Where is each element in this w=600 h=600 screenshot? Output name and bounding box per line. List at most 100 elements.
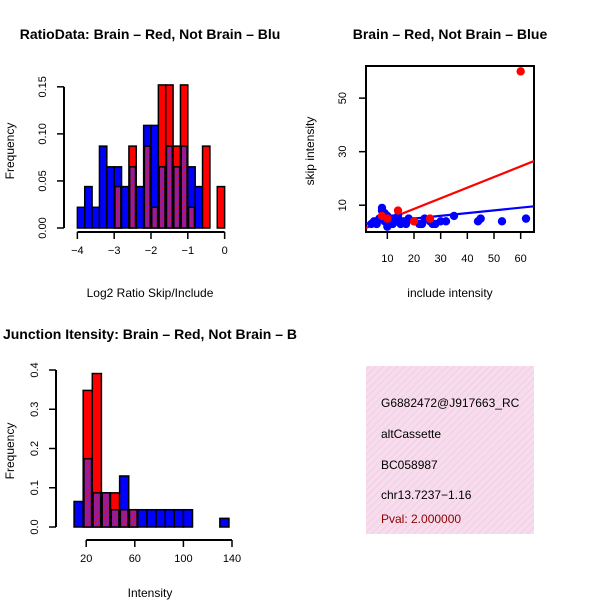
intensity-bar-notbrain — [73, 500, 84, 528]
info-pval: Pval: 2.000000 — [381, 512, 461, 526]
scatter-point-notbrain — [441, 217, 451, 226]
intensity-x-tick-label: 140 — [223, 553, 241, 565]
scatter-x-tick-label: 50 — [488, 253, 500, 265]
intensity-scatter-xlabel: include intensity — [407, 286, 492, 300]
ratio-bar-overlap — [151, 206, 159, 229]
intensity-bar-notbrain — [219, 517, 230, 528]
ratio-bar-notbrain — [106, 166, 115, 229]
ratio-bar-notbrain — [76, 206, 86, 229]
ratio-histogram-axes: −4 −3 −2 −1 0 0.00 0.05 0.10 0.15 — [37, 76, 228, 257]
intensity-bar-overlap — [128, 508, 138, 528]
ratio-bar-overlap — [143, 145, 152, 229]
info-accession: BC058987 — [381, 458, 438, 472]
ratio-y-tick-label: 0.15 — [37, 76, 49, 97]
intensity-scatter-ylabel: skip intensity — [303, 117, 317, 186]
ratio-bar-overlap — [158, 166, 166, 229]
intensity-bar-overlap — [83, 457, 93, 528]
intensity-histogram-title: Junction Itensity: Brain – Red, Not Brai… — [3, 326, 297, 342]
ratio-bar-notbrain — [135, 185, 145, 229]
intensity-y-tick-label: 0.0 — [29, 519, 41, 534]
intensity-histogram-axes: 20 60 100 140 0.0 0.1 0.2 0.3 0.4 — [29, 362, 241, 565]
ratio-histogram-bars — [76, 84, 226, 229]
intensity-bar-notbrain — [146, 508, 157, 528]
intensity-scatter-title: Brain – Red, Not Brain – Blue — [353, 26, 548, 42]
intensity-histogram-bars — [73, 372, 230, 528]
ratio-bar-notbrain — [194, 185, 204, 229]
intensity-bar-overlap — [101, 492, 111, 528]
ratio-x-tick-label: −3 — [108, 245, 121, 257]
ratio-x-tick-label: −2 — [145, 245, 158, 257]
intensity-y-tick-label: 0.2 — [29, 441, 41, 456]
info-location: chr13.7237−1.16 — [381, 488, 472, 502]
ratio-bar-notbrain — [83, 185, 93, 229]
scatter-point-notbrain — [521, 214, 531, 223]
intensity-histogram-panel: Junction Itensity: Brain – Red, Not Brai… — [3, 326, 297, 600]
intensity-y-tick-label: 0.3 — [29, 402, 41, 417]
intensity-bar-overlap — [119, 508, 129, 528]
info-box — [366, 366, 534, 534]
ratio-bar-overlap — [187, 206, 196, 229]
info-panel: G6882472@J917663_RC altCassette BC058987… — [366, 366, 534, 534]
ratio-histogram-title: RatioData: Brain – Red, Not Brain – Blu — [20, 26, 281, 42]
ratio-bar-overlap — [114, 185, 122, 229]
intensity-bar-notbrain — [137, 508, 148, 528]
scatter-point-brain — [516, 67, 525, 76]
scatter-point-notbrain — [401, 219, 411, 229]
intensity-y-tick-label: 0.4 — [29, 362, 41, 377]
info-text-clip: G6882472@J917663_RC altCassette BC058987… — [381, 396, 520, 526]
scatter-x-tick-label: 10 — [381, 253, 393, 265]
scatter-point-notbrain — [476, 214, 485, 223]
scatter-point-notbrain — [417, 219, 427, 229]
intensity-bar-overlap — [92, 492, 102, 528]
ratio-y-tick-label: 0.05 — [37, 170, 49, 191]
intensity-x-tick-label: 100 — [174, 553, 192, 565]
scatter-y-tick-label: 10 — [337, 199, 349, 211]
ratio-bar-notbrain — [120, 185, 130, 229]
ratio-bar-overlap — [173, 166, 181, 229]
ratio-bar-overlap — [180, 145, 188, 229]
ratio-x-tick-label: −4 — [71, 245, 84, 257]
scatter-x-tick-label: 20 — [408, 253, 420, 265]
scatter-point-brain — [383, 214, 392, 223]
scatter-y-tick-label: 30 — [337, 146, 349, 158]
intensity-histogram-ylabel: Frequency — [3, 423, 17, 480]
scatter-point-notbrain — [388, 219, 397, 229]
intensity-histogram-xlabel: Intensity — [128, 586, 173, 600]
scatter-y-tick-label: 50 — [337, 92, 349, 104]
intensity-bar-notbrain — [155, 508, 166, 528]
info-type: altCassette — [381, 427, 441, 441]
info-id: G6882472@J917663_RC — [381, 396, 520, 410]
ratio-y-tick-label: 0.10 — [37, 123, 49, 144]
intensity-bar-overlap — [110, 508, 120, 528]
scatter-axes: 10 20 30 40 50 60 10 30 50 — [337, 92, 527, 265]
ratio-bar-brain — [216, 185, 226, 229]
scatter-x-tick-label: 30 — [435, 253, 447, 265]
ratio-bar-notbrain — [98, 145, 108, 229]
scatter-point-brain — [409, 217, 419, 226]
scatter-plot-box — [365, 65, 535, 233]
ratio-bar-overlap — [128, 166, 137, 229]
scatter-point-brain — [425, 214, 435, 223]
scatter-point-notbrain — [449, 211, 459, 221]
ratio-bar-brain — [201, 145, 211, 229]
scatter-point-brain — [393, 206, 403, 215]
ratio-x-tick-label: 0 — [222, 245, 228, 257]
intensity-bar-notbrain — [182, 508, 194, 528]
intensity-scatter-panel: Brain – Red, Not Brain – Blue 10 20 30 40 50… — [303, 26, 547, 300]
ratio-bar-notbrain — [91, 206, 101, 229]
scatter-point-notbrain — [497, 217, 507, 226]
ratio-bar-overlap — [165, 145, 174, 229]
ratio-histogram-panel: RatioData: Brain – Red, Not Brain – Blu … — [3, 26, 280, 300]
scatter-points — [367, 67, 531, 231]
intensity-y-tick-label: 0.1 — [29, 480, 41, 495]
intensity-x-tick-label: 60 — [129, 553, 141, 565]
scatter-x-tick-label: 60 — [515, 253, 527, 265]
ratio-x-tick-label: −1 — [182, 245, 195, 257]
ratio-histogram-ylabel: Frequency — [3, 123, 17, 180]
intensity-bar-notbrain — [164, 508, 176, 528]
scatter-x-tick-label: 40 — [461, 253, 473, 265]
intensity-x-tick-label: 20 — [80, 553, 92, 565]
intensity-bar-notbrain — [173, 508, 185, 528]
ratio-y-tick-label: 0.00 — [37, 217, 49, 238]
